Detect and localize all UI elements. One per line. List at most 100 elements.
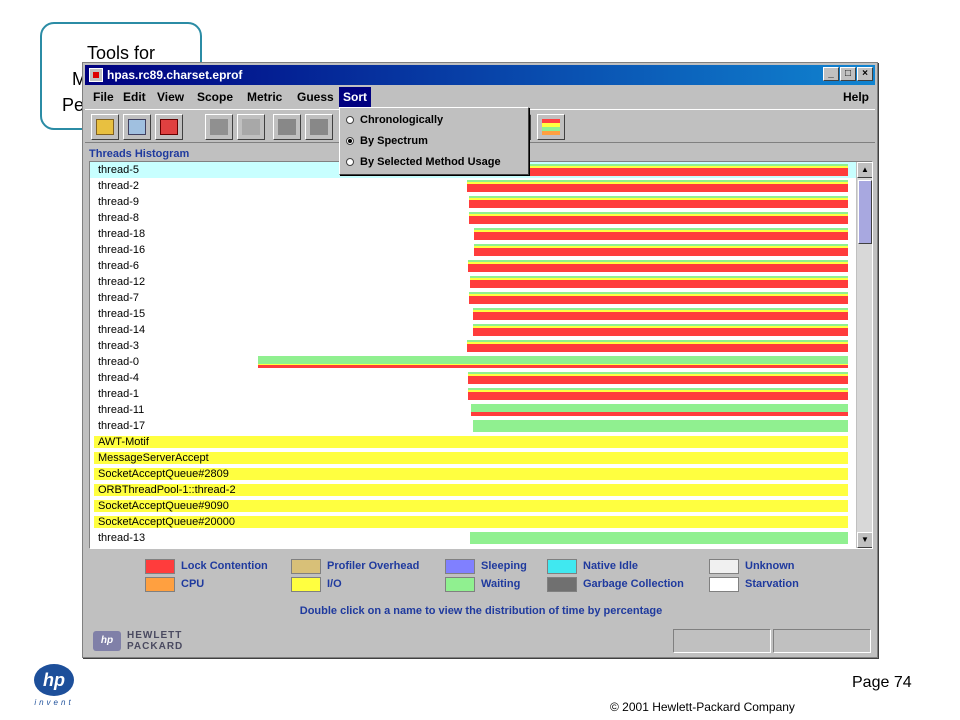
histogram-row[interactable]: thread-14 bbox=[90, 322, 858, 338]
radio-by-method[interactable] bbox=[346, 158, 354, 166]
thread-name[interactable]: thread-7 bbox=[98, 292, 139, 304]
thread-name[interactable]: thread-14 bbox=[98, 324, 146, 336]
thread-name[interactable]: thread-2 bbox=[98, 180, 139, 192]
thread-name[interactable]: thread-17 bbox=[98, 420, 146, 432]
thread-bar[interactable] bbox=[473, 420, 848, 432]
thread-name[interactable]: thread-3 bbox=[98, 340, 139, 352]
window-titlebar[interactable]: hpas.rc89.charset.eprof _ □ × bbox=[85, 65, 875, 85]
histogram-row[interactable]: thread-17 bbox=[90, 418, 858, 434]
thread-name[interactable]: thread-5 bbox=[98, 164, 139, 176]
thread-name[interactable]: MessageServerAccept bbox=[98, 452, 209, 464]
thread-bar[interactable] bbox=[468, 292, 848, 304]
menu-scope[interactable]: Scope bbox=[197, 90, 234, 104]
thread-name[interactable]: thread-9 bbox=[98, 196, 139, 208]
app-icon[interactable] bbox=[89, 68, 103, 82]
check-button[interactable] bbox=[237, 114, 265, 140]
find-button[interactable] bbox=[273, 114, 301, 140]
scroll-thumb[interactable] bbox=[858, 180, 872, 244]
radio-chronologically[interactable] bbox=[346, 116, 354, 124]
sort-chronologically[interactable]: Chronologically bbox=[344, 110, 443, 130]
thread-bar[interactable] bbox=[470, 276, 848, 288]
thread-name[interactable]: thread-6 bbox=[98, 260, 139, 272]
thread-name[interactable]: thread-12 bbox=[98, 276, 146, 288]
histogram-row[interactable]: SocketAcceptQueue#9090 bbox=[90, 498, 858, 514]
histogram-row[interactable]: MessageServerAccept bbox=[90, 450, 858, 466]
thread-name[interactable]: thread-16 bbox=[98, 244, 146, 256]
histogram-row[interactable]: thread-13 bbox=[90, 530, 858, 546]
thread-bar[interactable] bbox=[94, 468, 848, 480]
thread-bar[interactable] bbox=[467, 260, 848, 272]
menu-file[interactable]: File bbox=[93, 90, 114, 104]
thread-name[interactable]: thread-18 bbox=[98, 228, 146, 240]
thread-bar[interactable] bbox=[471, 404, 848, 416]
thread-bar[interactable] bbox=[94, 516, 848, 528]
thread-name[interactable]: thread-1 bbox=[98, 388, 139, 400]
histogram-row[interactable]: thread-4 bbox=[90, 370, 858, 386]
thread-name[interactable]: thread-15 bbox=[98, 308, 146, 320]
histogram-row[interactable]: thread-11 bbox=[90, 402, 858, 418]
histogram-row[interactable]: SocketAcceptQueue#20000 bbox=[90, 514, 858, 530]
delete-button[interactable] bbox=[155, 114, 183, 140]
histogram-row[interactable]: thread-15 bbox=[90, 306, 858, 322]
scroll-up-button[interactable]: ▲ bbox=[857, 162, 872, 178]
open-button[interactable] bbox=[91, 114, 119, 140]
radio-by-spectrum[interactable] bbox=[346, 137, 354, 145]
histogram-row[interactable]: ORBThreadPool-1::thread-2 bbox=[90, 482, 858, 498]
thread-name[interactable]: AWT-Motif bbox=[98, 436, 149, 448]
histogram-row[interactable]: thread-7 bbox=[90, 290, 858, 306]
thread-bar[interactable] bbox=[468, 212, 848, 224]
scroll-down-button[interactable]: ▼ bbox=[857, 532, 872, 548]
thread-name[interactable]: SocketAcceptQueue#20000 bbox=[98, 516, 235, 528]
histogram-row[interactable]: thread-3 bbox=[90, 338, 858, 354]
histogram-row[interactable]: thread-9 bbox=[90, 194, 858, 210]
histogram-row[interactable]: thread-0 bbox=[90, 354, 858, 370]
histogram-row[interactable]: thread-2 bbox=[90, 178, 858, 194]
thread-name[interactable]: thread-0 bbox=[98, 356, 139, 368]
thread-name[interactable]: thread-11 bbox=[98, 404, 145, 416]
thread-bar[interactable] bbox=[470, 532, 848, 544]
thread-bar[interactable] bbox=[258, 356, 848, 368]
menu-help[interactable]: Help bbox=[843, 90, 870, 104]
menu-guess[interactable]: Guess bbox=[297, 90, 334, 104]
vertical-scrollbar[interactable]: ▲ ▼ bbox=[856, 162, 872, 548]
histogram-row[interactable]: thread-12 bbox=[90, 274, 858, 290]
thread-name[interactable]: ORBThreadPool-1::thread-2 bbox=[98, 484, 236, 496]
thread-bar[interactable] bbox=[467, 372, 848, 384]
menu-view[interactable]: View bbox=[157, 90, 185, 104]
thread-name[interactable]: thread-4 bbox=[98, 372, 139, 384]
thread-bar[interactable] bbox=[467, 388, 848, 400]
thread-bar[interactable] bbox=[94, 452, 848, 464]
menu-edit[interactable]: Edit bbox=[123, 90, 146, 104]
close-button[interactable]: × bbox=[857, 67, 873, 81]
histogram-row[interactable]: SocketAcceptQueue#2809 bbox=[90, 466, 858, 482]
minimize-button[interactable]: _ bbox=[823, 67, 839, 81]
histogram-row[interactable]: AWT-Motif bbox=[90, 434, 858, 450]
histogram-row[interactable]: thread-8 bbox=[90, 210, 858, 226]
thread-bar[interactable] bbox=[474, 244, 848, 256]
thread-name[interactable]: SocketAcceptQueue#9090 bbox=[98, 500, 229, 512]
menu-sort[interactable]: Sort bbox=[339, 87, 371, 107]
thread-bar[interactable] bbox=[94, 436, 848, 448]
sort-by-method[interactable]: By Selected Method Usage bbox=[344, 152, 501, 172]
menu-metric[interactable]: Metric bbox=[247, 90, 283, 104]
legend-button[interactable] bbox=[537, 114, 565, 140]
thread-name[interactable]: SocketAcceptQueue#2809 bbox=[98, 468, 229, 480]
thread-bar[interactable] bbox=[94, 484, 848, 496]
maximize-button[interactable]: □ bbox=[840, 67, 856, 81]
thread-bar[interactable] bbox=[472, 308, 848, 320]
thread-bar[interactable] bbox=[472, 324, 848, 336]
thread-bar[interactable] bbox=[468, 196, 848, 208]
find-next-button[interactable] bbox=[305, 114, 333, 140]
thread-name[interactable]: thread-8 bbox=[98, 212, 139, 224]
thread-name[interactable]: thread-13 bbox=[98, 532, 146, 544]
histogram-row[interactable]: thread-16 bbox=[90, 242, 858, 258]
histogram-row[interactable]: thread-1 bbox=[90, 386, 858, 402]
sort-by-spectrum[interactable]: By Spectrum bbox=[344, 131, 428, 151]
save-button[interactable] bbox=[205, 114, 233, 140]
thread-bar[interactable] bbox=[94, 500, 848, 512]
thread-bar[interactable] bbox=[467, 340, 848, 352]
monitor-button[interactable] bbox=[123, 114, 151, 140]
thread-bar[interactable] bbox=[467, 180, 848, 192]
histogram-row[interactable]: thread-6 bbox=[90, 258, 858, 274]
thread-bar[interactable] bbox=[468, 164, 848, 176]
